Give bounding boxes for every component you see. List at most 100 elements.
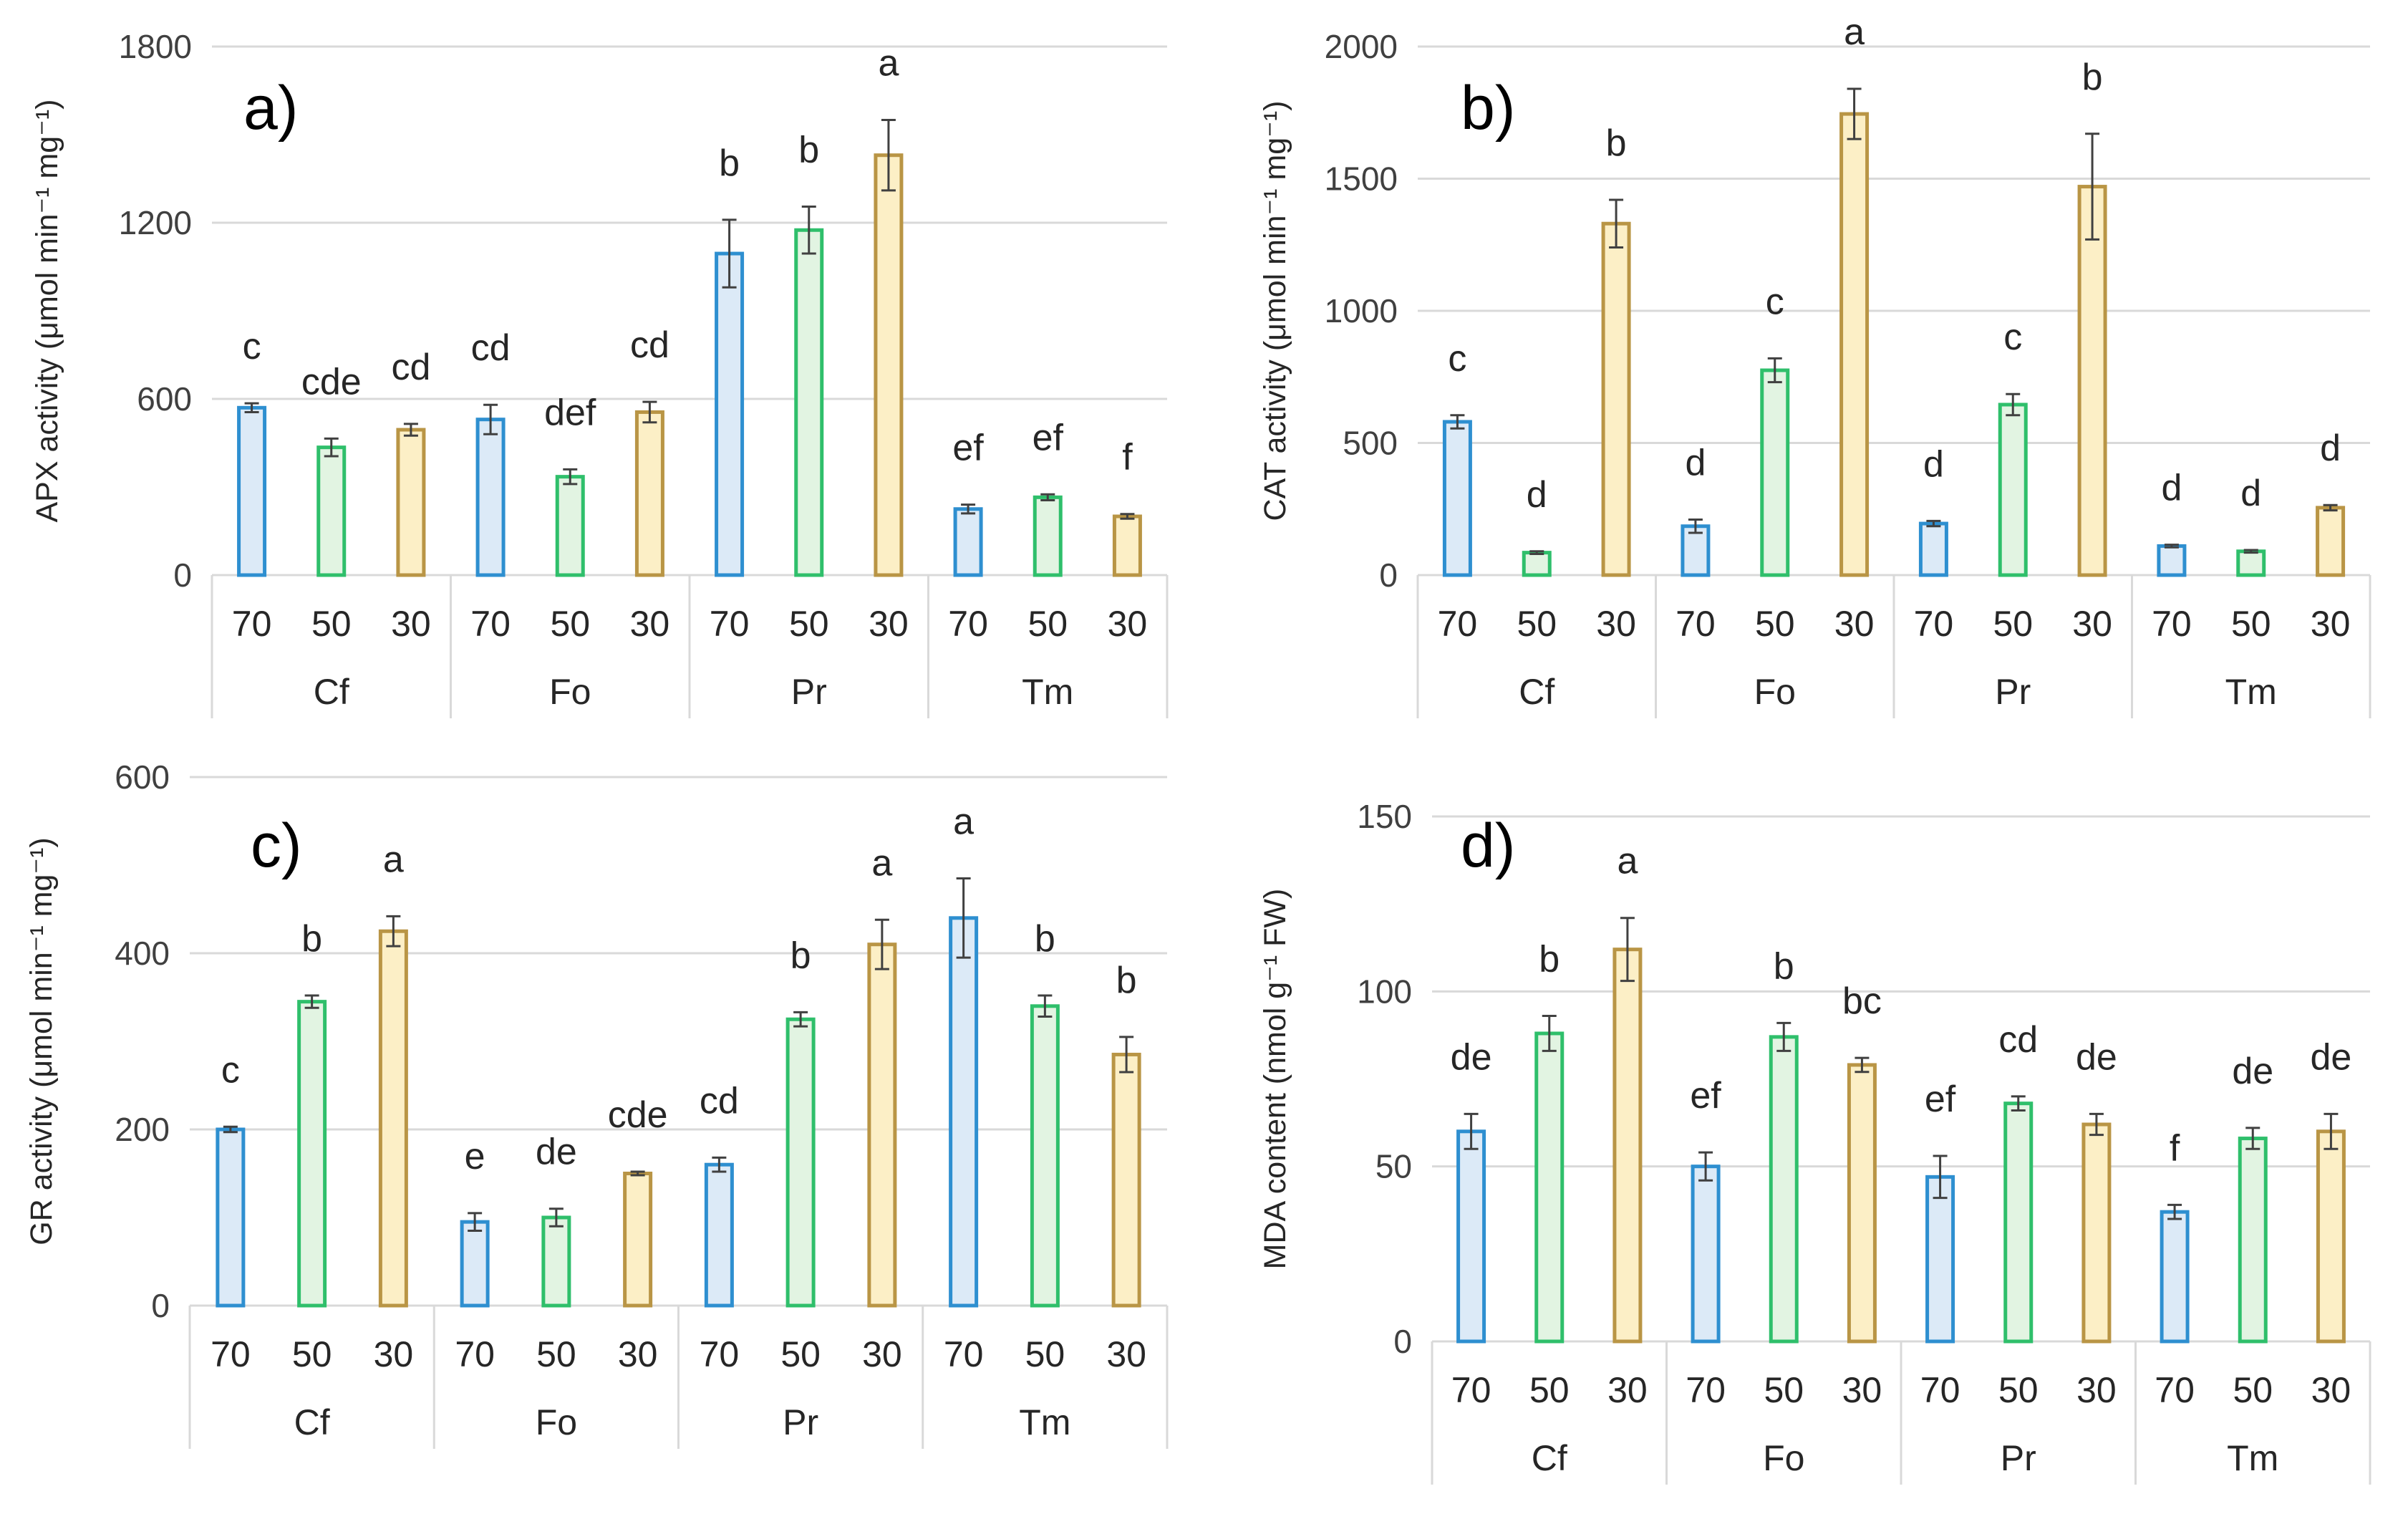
chart-panel-b: 0 500 1000 1500 2000 CAT activity (μmol min⁻¹… — [1258, 11, 2371, 718]
y-tick-label: 100 — [1357, 973, 1412, 1010]
bar — [475, 418, 506, 577]
bar — [1522, 551, 1552, 577]
bar — [1998, 402, 2028, 577]
significance-letter: b — [1774, 945, 1794, 987]
bar — [1612, 948, 1643, 1344]
y-tick-label: 0 — [1393, 1323, 1412, 1360]
bar — [1839, 112, 1870, 577]
significance-letter: e — [465, 1136, 485, 1177]
x-tick-label: 30 — [1596, 604, 1636, 644]
significance-letter: ef — [1690, 1075, 1721, 1117]
panel-label: a) — [243, 74, 298, 143]
x-tick-label: 30 — [869, 604, 909, 644]
x-tick-label: 70 — [1920, 1370, 1960, 1410]
x-tick-label: 50 — [1764, 1370, 1804, 1410]
bar — [1033, 495, 1063, 577]
x-tick-label: 70 — [1686, 1370, 1726, 1410]
x-tick-label: 70 — [948, 604, 988, 644]
bar — [2081, 1122, 2112, 1344]
bar — [1030, 1004, 1060, 1308]
significance-letter: b — [798, 129, 819, 170]
significance-letter: b — [719, 143, 740, 184]
significance-letter: ef — [1925, 1079, 1956, 1120]
x-tick-label: 70 — [1451, 1370, 1491, 1410]
y-tick-label: 0 — [1379, 556, 1398, 594]
bar — [1111, 1052, 1141, 1308]
significance-letter: b — [1035, 918, 1055, 960]
bar — [1112, 514, 1142, 577]
y-axis-label: MDA content (nmol g⁻¹ FW) — [1258, 889, 1292, 1270]
significance-letter: b — [790, 935, 811, 976]
y-tick-label: 400 — [115, 935, 170, 972]
x-tick-label: 70 — [455, 1334, 495, 1374]
x-tick-label: 30 — [2072, 604, 2112, 644]
significance-letter: c — [1448, 338, 1466, 380]
x-tick-label: 50 — [550, 604, 590, 644]
x-tick-label: 70 — [232, 604, 272, 644]
group-label: Fo — [1763, 1438, 1804, 1478]
x-tick-label: 70 — [2152, 604, 2192, 644]
group-label: Pr — [1995, 672, 2031, 712]
significance-letter: b — [1539, 939, 1560, 980]
bar — [623, 1172, 653, 1308]
significance-letter: cd — [471, 327, 511, 369]
significance-letter: a — [383, 839, 404, 880]
bar — [2236, 549, 2266, 577]
bar — [297, 1000, 327, 1308]
panel-label: b) — [1461, 74, 1515, 143]
x-tick-label: 30 — [1106, 1334, 1146, 1374]
group-label: Tm — [2227, 1438, 2278, 1478]
y-tick-label: 1200 — [119, 204, 192, 241]
significance-letter: c — [1766, 281, 1784, 322]
y-tick-label: 150 — [1357, 798, 1412, 835]
group-label: Pr — [2001, 1438, 2036, 1478]
bar — [1456, 1129, 1486, 1344]
bar — [460, 1220, 490, 1308]
y-tick-label: 600 — [137, 380, 192, 418]
x-tick-label: 70 — [211, 1334, 251, 1374]
group-label: Tm — [1022, 672, 1073, 712]
bar — [2238, 1137, 2268, 1344]
group-label: Pr — [783, 1402, 818, 1442]
x-tick-label: 30 — [374, 1334, 414, 1374]
x-tick-label: 30 — [2311, 604, 2351, 644]
x-tick-label: 50 — [1755, 604, 1795, 644]
bar — [785, 1017, 816, 1308]
significance-letter: b — [1116, 960, 1137, 1001]
bar — [2316, 506, 2346, 577]
group-label: Tm — [1019, 1402, 1070, 1442]
panel-label: d) — [1461, 811, 1515, 880]
bar — [396, 428, 426, 577]
significance-letter: ef — [952, 428, 984, 469]
y-tick-label: 500 — [1343, 425, 1398, 462]
x-tick-label: 50 — [536, 1334, 576, 1374]
x-tick-label: 70 — [1676, 604, 1716, 644]
x-tick-label: 30 — [2311, 1370, 2351, 1410]
x-tick-label: 50 — [311, 604, 352, 644]
significance-letter: d — [2240, 473, 2261, 514]
x-tick-label: 70 — [700, 1334, 740, 1374]
significance-letter: c — [243, 326, 261, 367]
bar — [2160, 1210, 2190, 1344]
x-tick-label: 50 — [780, 1334, 821, 1374]
x-tick-label: 30 — [391, 604, 431, 644]
significance-letter: def — [544, 392, 596, 433]
significance-letter: d — [1685, 443, 1706, 484]
significance-letter: b — [2082, 57, 2103, 98]
x-tick-label: 50 — [1025, 1334, 1065, 1374]
bar — [2077, 185, 2107, 577]
x-tick-label: 30 — [1108, 604, 1148, 644]
bar — [1442, 420, 1472, 577]
significance-letter: c — [221, 1049, 240, 1091]
group-label: Tm — [2225, 672, 2277, 712]
y-tick-label: 0 — [151, 1287, 170, 1324]
significance-letter: bc — [1842, 980, 1882, 1022]
bar — [874, 153, 904, 577]
x-tick-label: 50 — [1027, 604, 1068, 644]
x-tick-label: 70 — [1914, 604, 1954, 644]
y-axis-label: GR activity (μmol min⁻¹ mg⁻¹) — [24, 837, 59, 1245]
bar — [216, 1127, 246, 1308]
x-tick-label: 50 — [789, 604, 829, 644]
significance-letter: cde — [301, 361, 362, 402]
